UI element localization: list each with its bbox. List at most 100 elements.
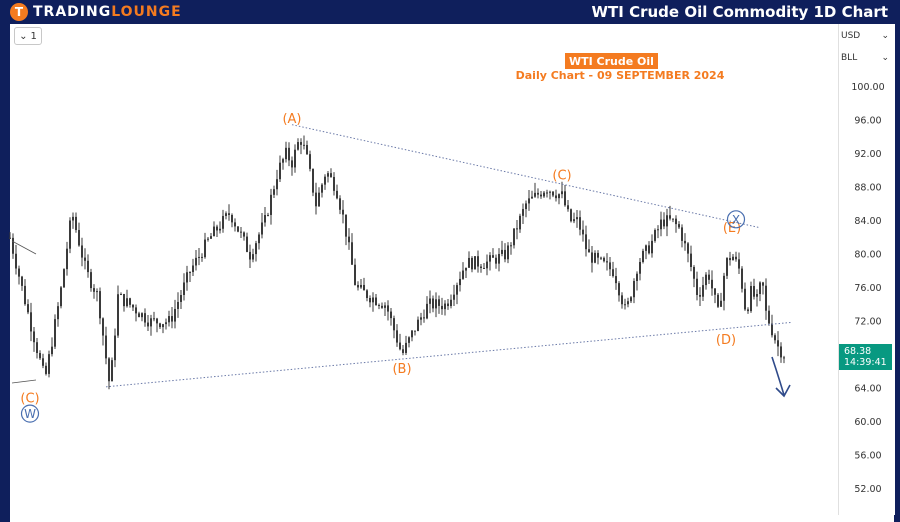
candle-body: [741, 268, 743, 289]
candle: [603, 256, 605, 263]
candle-body: [648, 245, 650, 254]
candle: [51, 337, 53, 357]
candle-body: [666, 215, 668, 227]
candle: [495, 254, 497, 269]
candle: [489, 252, 491, 271]
candle: [510, 242, 512, 255]
candle: [402, 345, 404, 356]
candle-body: [321, 184, 323, 193]
candle-body: [153, 318, 155, 320]
bar-countdown: 14:39:41: [844, 357, 887, 368]
candle-body: [45, 365, 47, 374]
candle-body: [123, 294, 125, 307]
candle: [558, 193, 560, 205]
candle: [108, 357, 110, 390]
candle: [84, 248, 86, 270]
candle: [297, 138, 299, 151]
candle-body: [195, 257, 197, 266]
candle-body: [393, 318, 395, 331]
candle: [99, 287, 101, 325]
candle: [324, 174, 326, 190]
candle: [348, 228, 350, 250]
candle: [783, 355, 785, 364]
candle: [81, 237, 83, 267]
candle-body: [696, 278, 698, 295]
candle: [417, 316, 419, 332]
candle-body: [114, 335, 116, 361]
candle-body: [171, 316, 173, 322]
wave-label: (A): [282, 112, 301, 127]
candle-body: [96, 291, 98, 293]
candle: [408, 336, 410, 348]
candle: [102, 317, 104, 346]
candle: [33, 326, 35, 352]
candle: [72, 212, 74, 229]
trendline-upper: [291, 124, 761, 229]
candle-body: [501, 249, 503, 254]
candle: [96, 288, 98, 302]
candle: [42, 353, 44, 369]
candle: [648, 241, 650, 255]
candle: [360, 278, 362, 289]
candle-body: [69, 220, 71, 249]
candle: [468, 251, 470, 268]
candle-body: [150, 318, 152, 327]
candle: [228, 204, 230, 221]
candle: [378, 303, 380, 310]
candle-body: [765, 285, 767, 311]
candle-body: [576, 217, 578, 220]
candle-body: [438, 299, 440, 306]
candle-body: [519, 215, 521, 230]
candle-body: [108, 358, 110, 382]
candle-body: [675, 218, 677, 225]
candle-body: [369, 297, 371, 303]
candle: [654, 228, 656, 243]
candle-body: [747, 309, 749, 312]
candle-body: [600, 257, 602, 259]
candle-body: [258, 234, 260, 244]
plot-area[interactable]: [10, 24, 838, 515]
unit-selector[interactable]: BLL ⌄: [841, 50, 889, 66]
candle: [672, 218, 674, 223]
candle-body: [42, 358, 44, 366]
candle-body: [351, 242, 353, 265]
candle-body: [387, 305, 389, 312]
y-tick-label: 64.00: [854, 384, 881, 395]
candle-body: [135, 307, 137, 314]
candle-body: [111, 360, 113, 382]
candle: [318, 187, 320, 207]
candle: [333, 172, 335, 196]
wave-label: (D): [716, 333, 736, 348]
currency-selector[interactable]: USD ⌄: [841, 28, 889, 44]
candle-body: [525, 203, 527, 210]
candle: [246, 232, 248, 253]
candle-body: [78, 230, 80, 246]
candle: [534, 182, 536, 198]
candle: [714, 288, 716, 304]
candle-body: [327, 173, 329, 177]
candle-body: [15, 253, 17, 269]
candle: [663, 212, 665, 230]
candle-body: [276, 179, 278, 190]
interval-selector[interactable]: ⌄ 1: [14, 27, 42, 45]
candle: [456, 282, 458, 305]
candle: [432, 295, 434, 313]
candle: [387, 300, 389, 321]
candle-body: [186, 272, 188, 283]
candle: [588, 239, 590, 253]
candle: [21, 275, 23, 291]
bottom-strip: [10, 515, 894, 522]
candle: [405, 335, 407, 355]
candle: [69, 217, 71, 254]
candle-body: [243, 232, 245, 237]
candle: [63, 268, 65, 288]
candle: [294, 144, 296, 173]
price-axis[interactable]: [838, 24, 895, 515]
candle: [375, 293, 377, 306]
candle-body: [639, 262, 641, 274]
candle-body: [606, 261, 608, 263]
currency-label: USD: [841, 31, 861, 41]
candle-body: [138, 313, 140, 318]
candle-body: [555, 195, 557, 199]
